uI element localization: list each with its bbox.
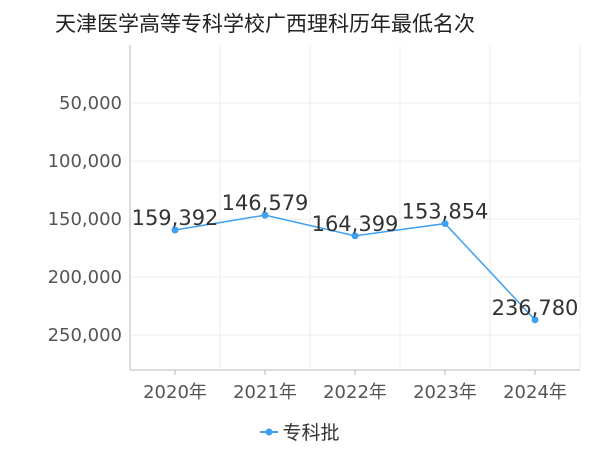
x-tick-label: 2024年: [503, 382, 567, 403]
data-label: 159,392: [132, 206, 219, 230]
data-point: [171, 226, 179, 234]
y-tick-label: 200,000: [48, 267, 122, 288]
x-tick-label: 2023年: [413, 382, 477, 403]
data-point: [441, 220, 449, 228]
legend-item-series[interactable]: 专科批: [260, 418, 340, 445]
data-label: 153,854: [402, 200, 489, 224]
x-tick-label: 2020年: [143, 382, 207, 403]
line-chart: 50,000 100,000 150,000 200,000 250,000 2020年…: [48, 45, 581, 403]
data-label: 164,399: [312, 212, 399, 236]
data-point: [351, 232, 359, 240]
y-tick-label: 250,000: [48, 325, 122, 346]
grid-lines: [129, 45, 581, 370]
y-tick-label: 50,000: [59, 93, 122, 114]
series-layer: [171, 211, 539, 324]
x-tick-label: 2021年: [233, 382, 297, 403]
y-axis-ticks: 50,000 100,000 150,000 200,000 250,000: [48, 93, 122, 346]
legend[interactable]: 专科批: [0, 418, 600, 445]
y-tick-label: 100,000: [48, 151, 122, 172]
y-tick-label: 150,000: [48, 209, 122, 230]
data-point: [261, 211, 269, 219]
data-point: [531, 316, 539, 324]
x-tick-label: 2022年: [323, 382, 387, 403]
data-label: 236,780: [492, 296, 579, 320]
legend-label: 专科批: [282, 422, 340, 444]
x-axis-ticks: 2020年 2021年 2022年 2023年 2024年: [143, 370, 567, 403]
chart-title: 天津医学高等专科学校广西理科历年最低名次: [55, 12, 475, 36]
legend-marker-icon: [260, 428, 279, 435]
data-label: 146,579: [222, 191, 309, 215]
